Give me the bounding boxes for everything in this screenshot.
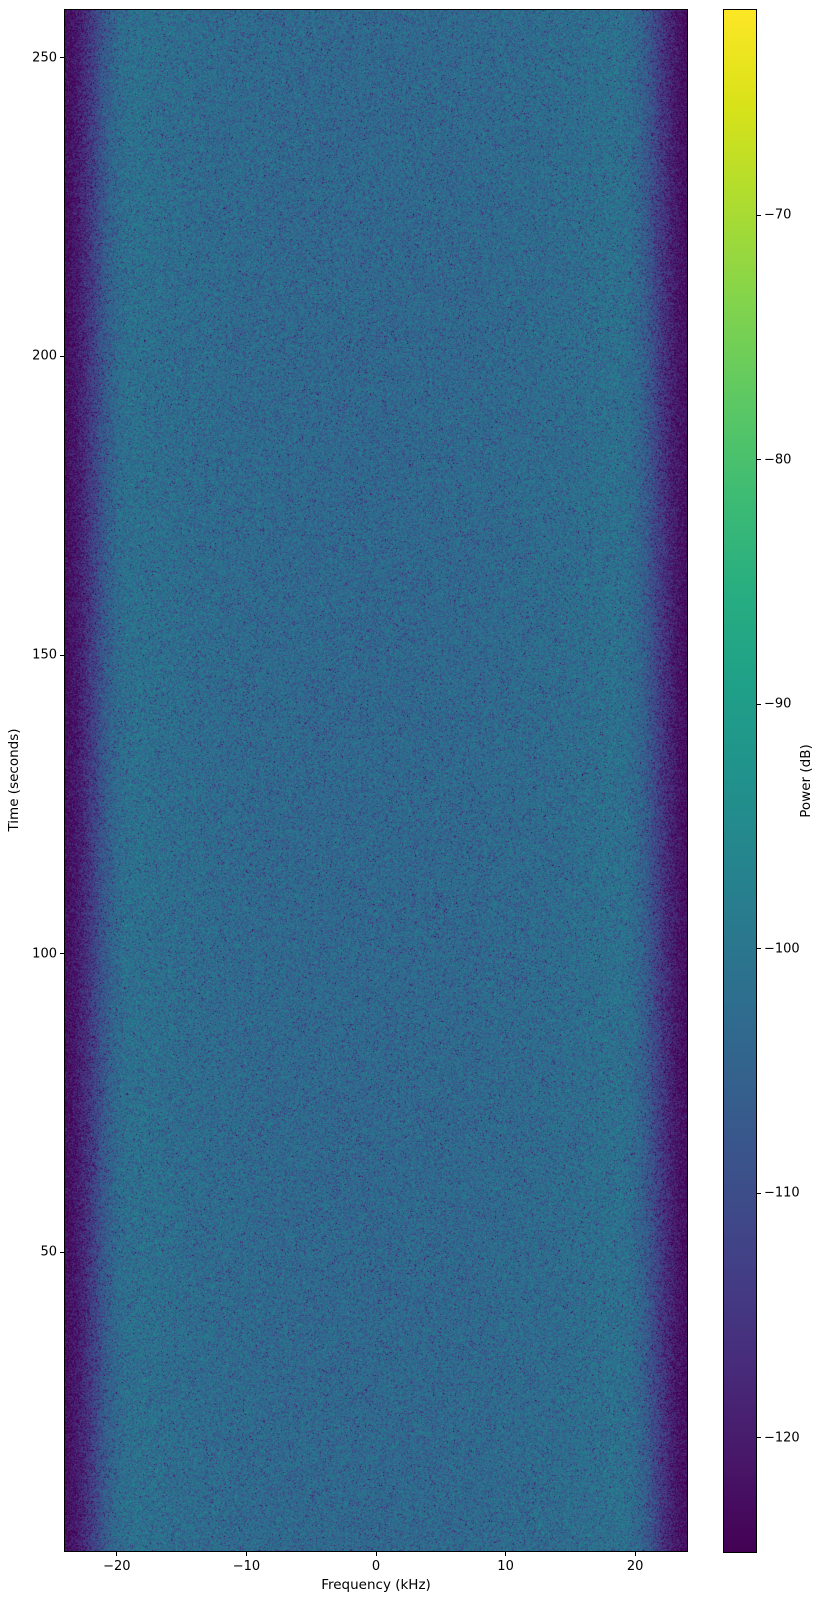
x-tick	[245, 1552, 247, 1556]
colorbar-tick-label: −90	[764, 696, 792, 712]
x-tick-label: 10	[497, 1559, 514, 1574]
y-tick-label: 250	[32, 50, 57, 66]
colorbar-tick-label: −70	[764, 207, 792, 223]
y-axis-label: Time (seconds)	[6, 728, 22, 832]
colorbar-tick	[757, 948, 761, 950]
x-tick-label: 20	[626, 1559, 644, 1574]
y-tick	[60, 57, 64, 59]
x-tick	[634, 1552, 636, 1556]
colorbar	[723, 9, 757, 1553]
colorbar-tick	[757, 1192, 761, 1194]
x-axis-label: Frequency (kHz)	[321, 1577, 431, 1593]
colorbar-tick	[757, 703, 761, 705]
colorbar-tick-label: −120	[764, 1430, 800, 1446]
y-tick-label: 150	[32, 647, 57, 663]
x-tick-label: −10	[232, 1559, 261, 1574]
y-tick	[60, 1251, 64, 1253]
y-tick	[60, 355, 64, 357]
colorbar-tick-label: −100	[764, 941, 800, 957]
x-tick-label: 0	[371, 1559, 381, 1574]
colorbar-gradient	[724, 10, 756, 1552]
plot-area	[64, 9, 688, 1552]
colorbar-tick	[757, 459, 761, 461]
y-tick-label: 100	[32, 946, 57, 962]
colorbar-tick	[757, 1437, 761, 1439]
spectrogram-heatmap	[65, 10, 687, 1551]
colorbar-label: Power (dB)	[798, 744, 814, 818]
x-tick	[375, 1552, 377, 1556]
colorbar-tick	[757, 214, 761, 216]
x-tick	[505, 1552, 507, 1556]
colorbar-tick-label: −110	[764, 1185, 800, 1201]
y-tick-label: 50	[40, 1244, 57, 1260]
colorbar-tick-label: −80	[764, 452, 792, 468]
x-tick-label: −20	[103, 1559, 131, 1574]
y-tick-label: 200	[32, 348, 57, 364]
x-tick	[116, 1552, 118, 1556]
y-tick	[60, 654, 64, 656]
y-tick	[60, 953, 64, 955]
